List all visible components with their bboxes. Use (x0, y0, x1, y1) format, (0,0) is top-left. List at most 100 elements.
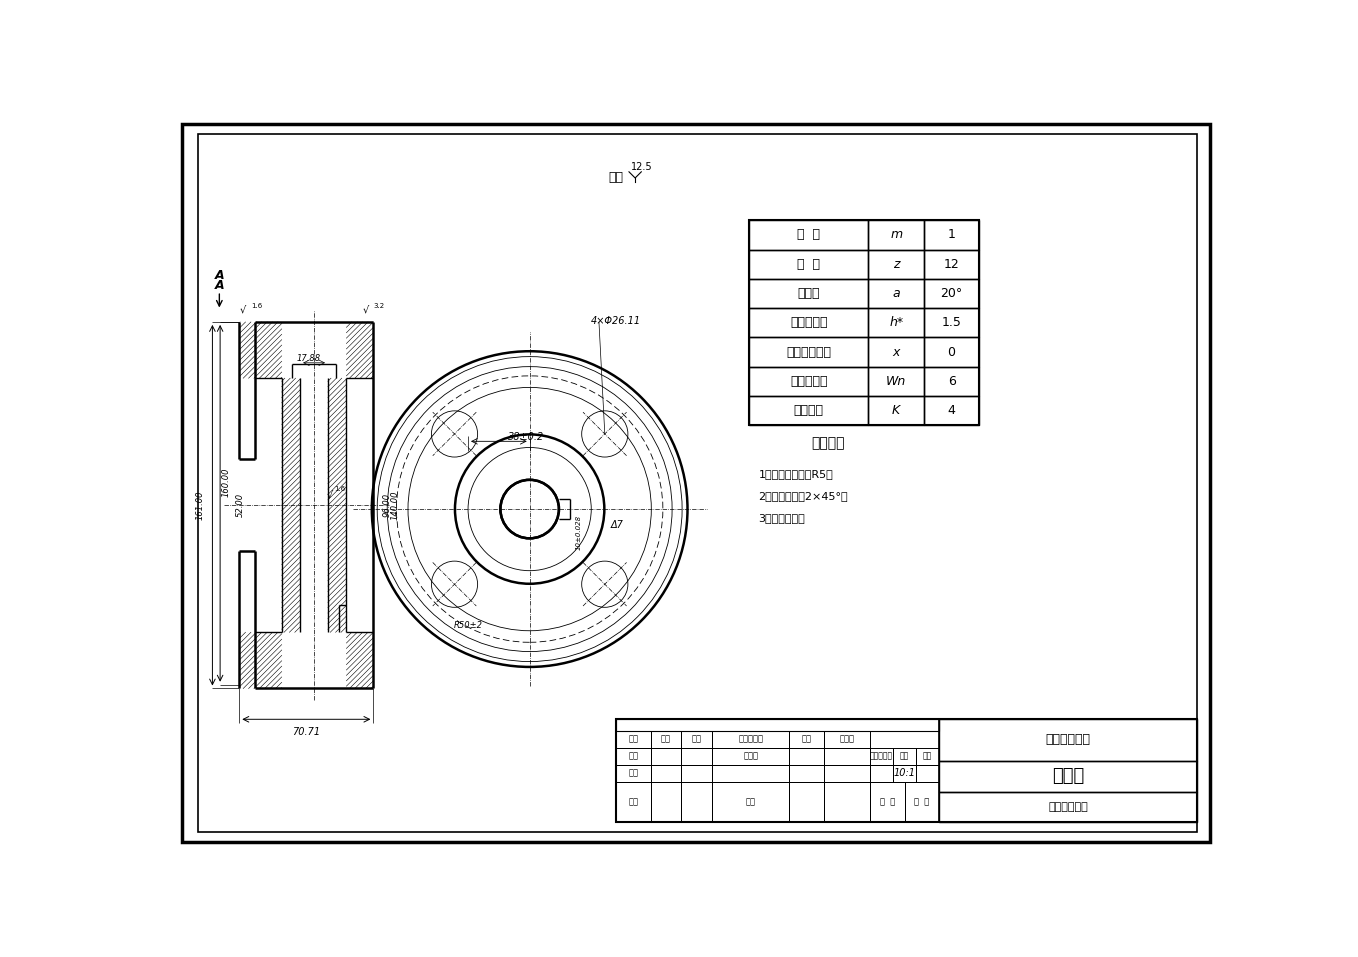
Bar (617, 782, 650, 822)
Text: 压力角: 压力角 (797, 287, 820, 300)
Bar (682, 731, 712, 747)
Bar (923, 367, 979, 396)
Text: √: √ (363, 304, 369, 315)
Bar (682, 765, 712, 782)
Text: 3，清除毛刺。: 3，清除毛刺。 (758, 513, 805, 523)
Bar (869, 250, 923, 278)
Text: z: z (894, 257, 899, 271)
Text: 第  张: 第 张 (914, 797, 930, 807)
Bar (617, 731, 650, 747)
Text: 齿  数: 齿 数 (797, 257, 820, 271)
Bar (870, 747, 894, 765)
Bar (940, 761, 1198, 791)
Bar (917, 765, 940, 782)
Bar (750, 396, 869, 425)
Bar (869, 396, 923, 425)
Text: 10:1: 10:1 (894, 768, 915, 778)
Bar (617, 747, 650, 765)
Bar (750, 367, 869, 396)
Text: 签名: 签名 (801, 735, 812, 744)
Bar (789, 747, 824, 765)
Text: 处数: 处数 (661, 735, 671, 744)
Text: R50±2: R50±2 (454, 621, 482, 631)
Bar (894, 765, 917, 782)
Bar (869, 308, 923, 338)
Bar (923, 308, 979, 338)
Text: 17.88: 17.88 (296, 354, 320, 364)
Text: 其余: 其余 (608, 171, 623, 185)
Text: 小齿轮: 小齿轮 (1052, 768, 1085, 786)
Bar (750, 250, 869, 278)
Text: 批准: 批准 (746, 797, 755, 807)
Text: h*: h* (889, 316, 903, 329)
Text: √: √ (240, 304, 246, 315)
Text: 1.5: 1.5 (941, 316, 961, 329)
Text: 6: 6 (948, 375, 956, 388)
Bar (750, 220, 869, 250)
Bar (750, 338, 869, 367)
Text: 2，未注倒角为2×45°。: 2，未注倒角为2×45°。 (758, 491, 847, 501)
Bar (824, 747, 870, 765)
Text: 设计: 设计 (629, 752, 638, 761)
Text: 公法线长度: 公法线长度 (790, 375, 827, 388)
Bar (789, 731, 824, 747)
Text: Δ7: Δ7 (611, 521, 623, 530)
Bar (869, 338, 923, 367)
Text: 质量: 质量 (900, 752, 910, 761)
Bar (682, 782, 712, 822)
Text: 140.00: 140.00 (390, 491, 399, 520)
Text: 12: 12 (944, 257, 960, 271)
Bar (869, 278, 923, 308)
Text: 10±0.028: 10±0.028 (576, 515, 581, 549)
Bar (682, 747, 712, 765)
Bar (650, 765, 682, 782)
Text: 技术要求: 技术要求 (811, 436, 845, 451)
Text: 标准化: 标准化 (743, 752, 758, 761)
Text: a: a (892, 287, 900, 300)
Bar (617, 719, 940, 731)
Text: 0: 0 (948, 345, 956, 359)
Bar (923, 396, 979, 425)
Text: √: √ (326, 490, 333, 500)
Text: 1.6: 1.6 (334, 486, 345, 492)
Text: K: K (892, 404, 900, 417)
Bar (940, 719, 1198, 761)
Bar (789, 782, 824, 822)
Text: 1: 1 (948, 229, 956, 241)
Bar (904, 782, 940, 822)
Text: 分区: 分区 (691, 735, 702, 744)
Bar (650, 782, 682, 822)
Bar (917, 747, 940, 765)
Bar (712, 765, 789, 782)
Text: m: m (889, 229, 902, 241)
Text: 审核: 审核 (629, 768, 638, 778)
Text: 跨测齿数: 跨测齿数 (794, 404, 824, 417)
Text: 96.00: 96.00 (383, 493, 391, 518)
Bar (712, 782, 789, 822)
Bar (712, 747, 789, 765)
Text: （图纸编号）: （图纸编号） (1048, 802, 1088, 812)
Text: 标记: 标记 (629, 735, 638, 744)
Bar (650, 747, 682, 765)
Text: 4×Φ26.11: 4×Φ26.11 (591, 316, 641, 326)
Bar (923, 338, 979, 367)
Bar (869, 367, 923, 396)
Bar (750, 308, 869, 338)
Bar (870, 765, 894, 782)
Text: 12.5: 12.5 (630, 162, 652, 172)
Text: 38±0.2: 38±0.2 (508, 432, 545, 442)
Bar (750, 278, 869, 308)
Bar (923, 220, 979, 250)
Text: 1.6: 1.6 (251, 303, 262, 309)
Bar (923, 278, 979, 308)
Text: 齿顶高系数: 齿顶高系数 (790, 316, 827, 329)
Text: A: A (215, 278, 224, 292)
Text: 4: 4 (948, 404, 956, 417)
Text: 160.00: 160.00 (221, 467, 231, 497)
Bar (712, 731, 789, 747)
Text: 年月日: 年月日 (839, 735, 854, 744)
Text: 比例: 比例 (923, 752, 933, 761)
Text: 1，未注圆角半径R5。: 1，未注圆角半径R5。 (758, 470, 832, 479)
Text: 161.00: 161.00 (196, 491, 205, 520)
Bar (824, 782, 870, 822)
